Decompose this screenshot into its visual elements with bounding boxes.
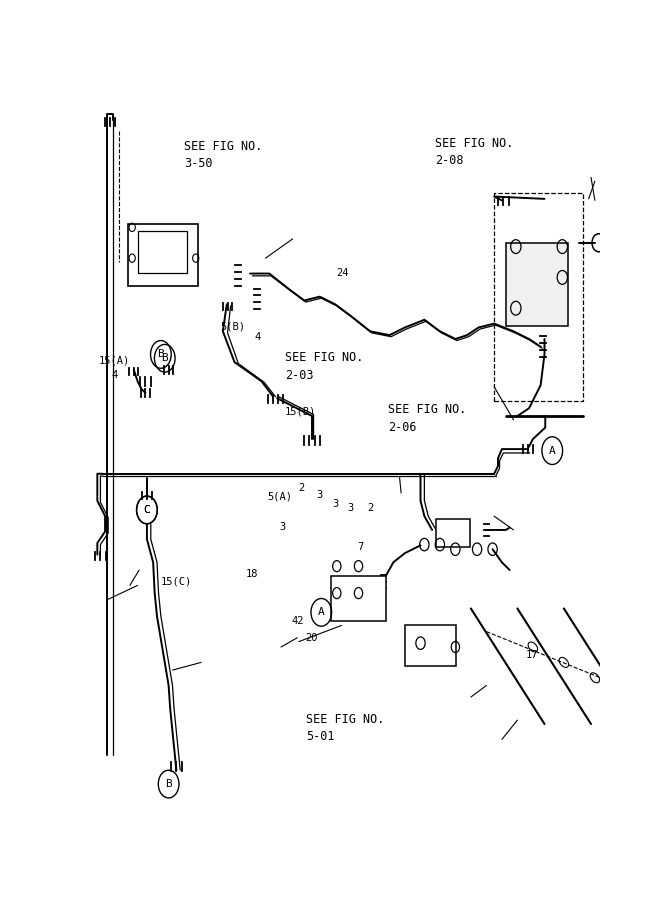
Text: B: B	[157, 349, 164, 359]
Text: 15(B): 15(B)	[285, 407, 316, 417]
Text: C: C	[143, 505, 150, 515]
Text: C: C	[143, 505, 150, 515]
Text: 3-50: 3-50	[184, 158, 213, 170]
Text: 2-08: 2-08	[435, 154, 464, 166]
Bar	[128, 223, 198, 286]
Text: B: B	[165, 779, 172, 789]
Text: SEE FIG NO.: SEE FIG NO.	[184, 140, 263, 153]
Text: A: A	[549, 446, 556, 455]
Text: B: B	[161, 354, 168, 364]
Text: 15(A): 15(A)	[99, 356, 130, 365]
Text: 3: 3	[333, 499, 339, 508]
Text: 5-01: 5-01	[305, 731, 334, 743]
Bar	[436, 519, 470, 547]
Text: 42: 42	[291, 616, 304, 625]
Text: 3: 3	[347, 503, 354, 513]
Text: 24: 24	[337, 268, 349, 278]
Text: 2: 2	[368, 503, 374, 513]
Bar	[405, 626, 456, 666]
Text: 17: 17	[526, 651, 538, 661]
Text: 5(A): 5(A)	[267, 491, 292, 501]
Bar	[506, 243, 568, 326]
Text: 2-03: 2-03	[285, 369, 313, 382]
Text: SEE FIG NO.: SEE FIG NO.	[435, 137, 514, 149]
Text: A: A	[318, 608, 325, 617]
Text: SEE FIG NO.: SEE FIG NO.	[285, 351, 364, 364]
Text: 2: 2	[298, 482, 304, 492]
Text: 2-06: 2-06	[388, 420, 417, 434]
Text: 4: 4	[112, 370, 118, 380]
Text: 18: 18	[246, 569, 259, 580]
Text: 5(B): 5(B)	[220, 321, 245, 331]
Bar	[494, 193, 583, 400]
Text: 15(C): 15(C)	[161, 576, 192, 586]
Bar	[137, 231, 187, 273]
Text: SEE FIG NO.: SEE FIG NO.	[388, 403, 467, 417]
Text: 7: 7	[358, 542, 364, 552]
Text: 3: 3	[280, 522, 286, 532]
Text: 20: 20	[305, 633, 318, 643]
Text: 3: 3	[316, 490, 322, 500]
Text: 4: 4	[254, 331, 260, 341]
Text: SEE FIG NO.: SEE FIG NO.	[305, 713, 384, 726]
Bar	[331, 576, 386, 621]
